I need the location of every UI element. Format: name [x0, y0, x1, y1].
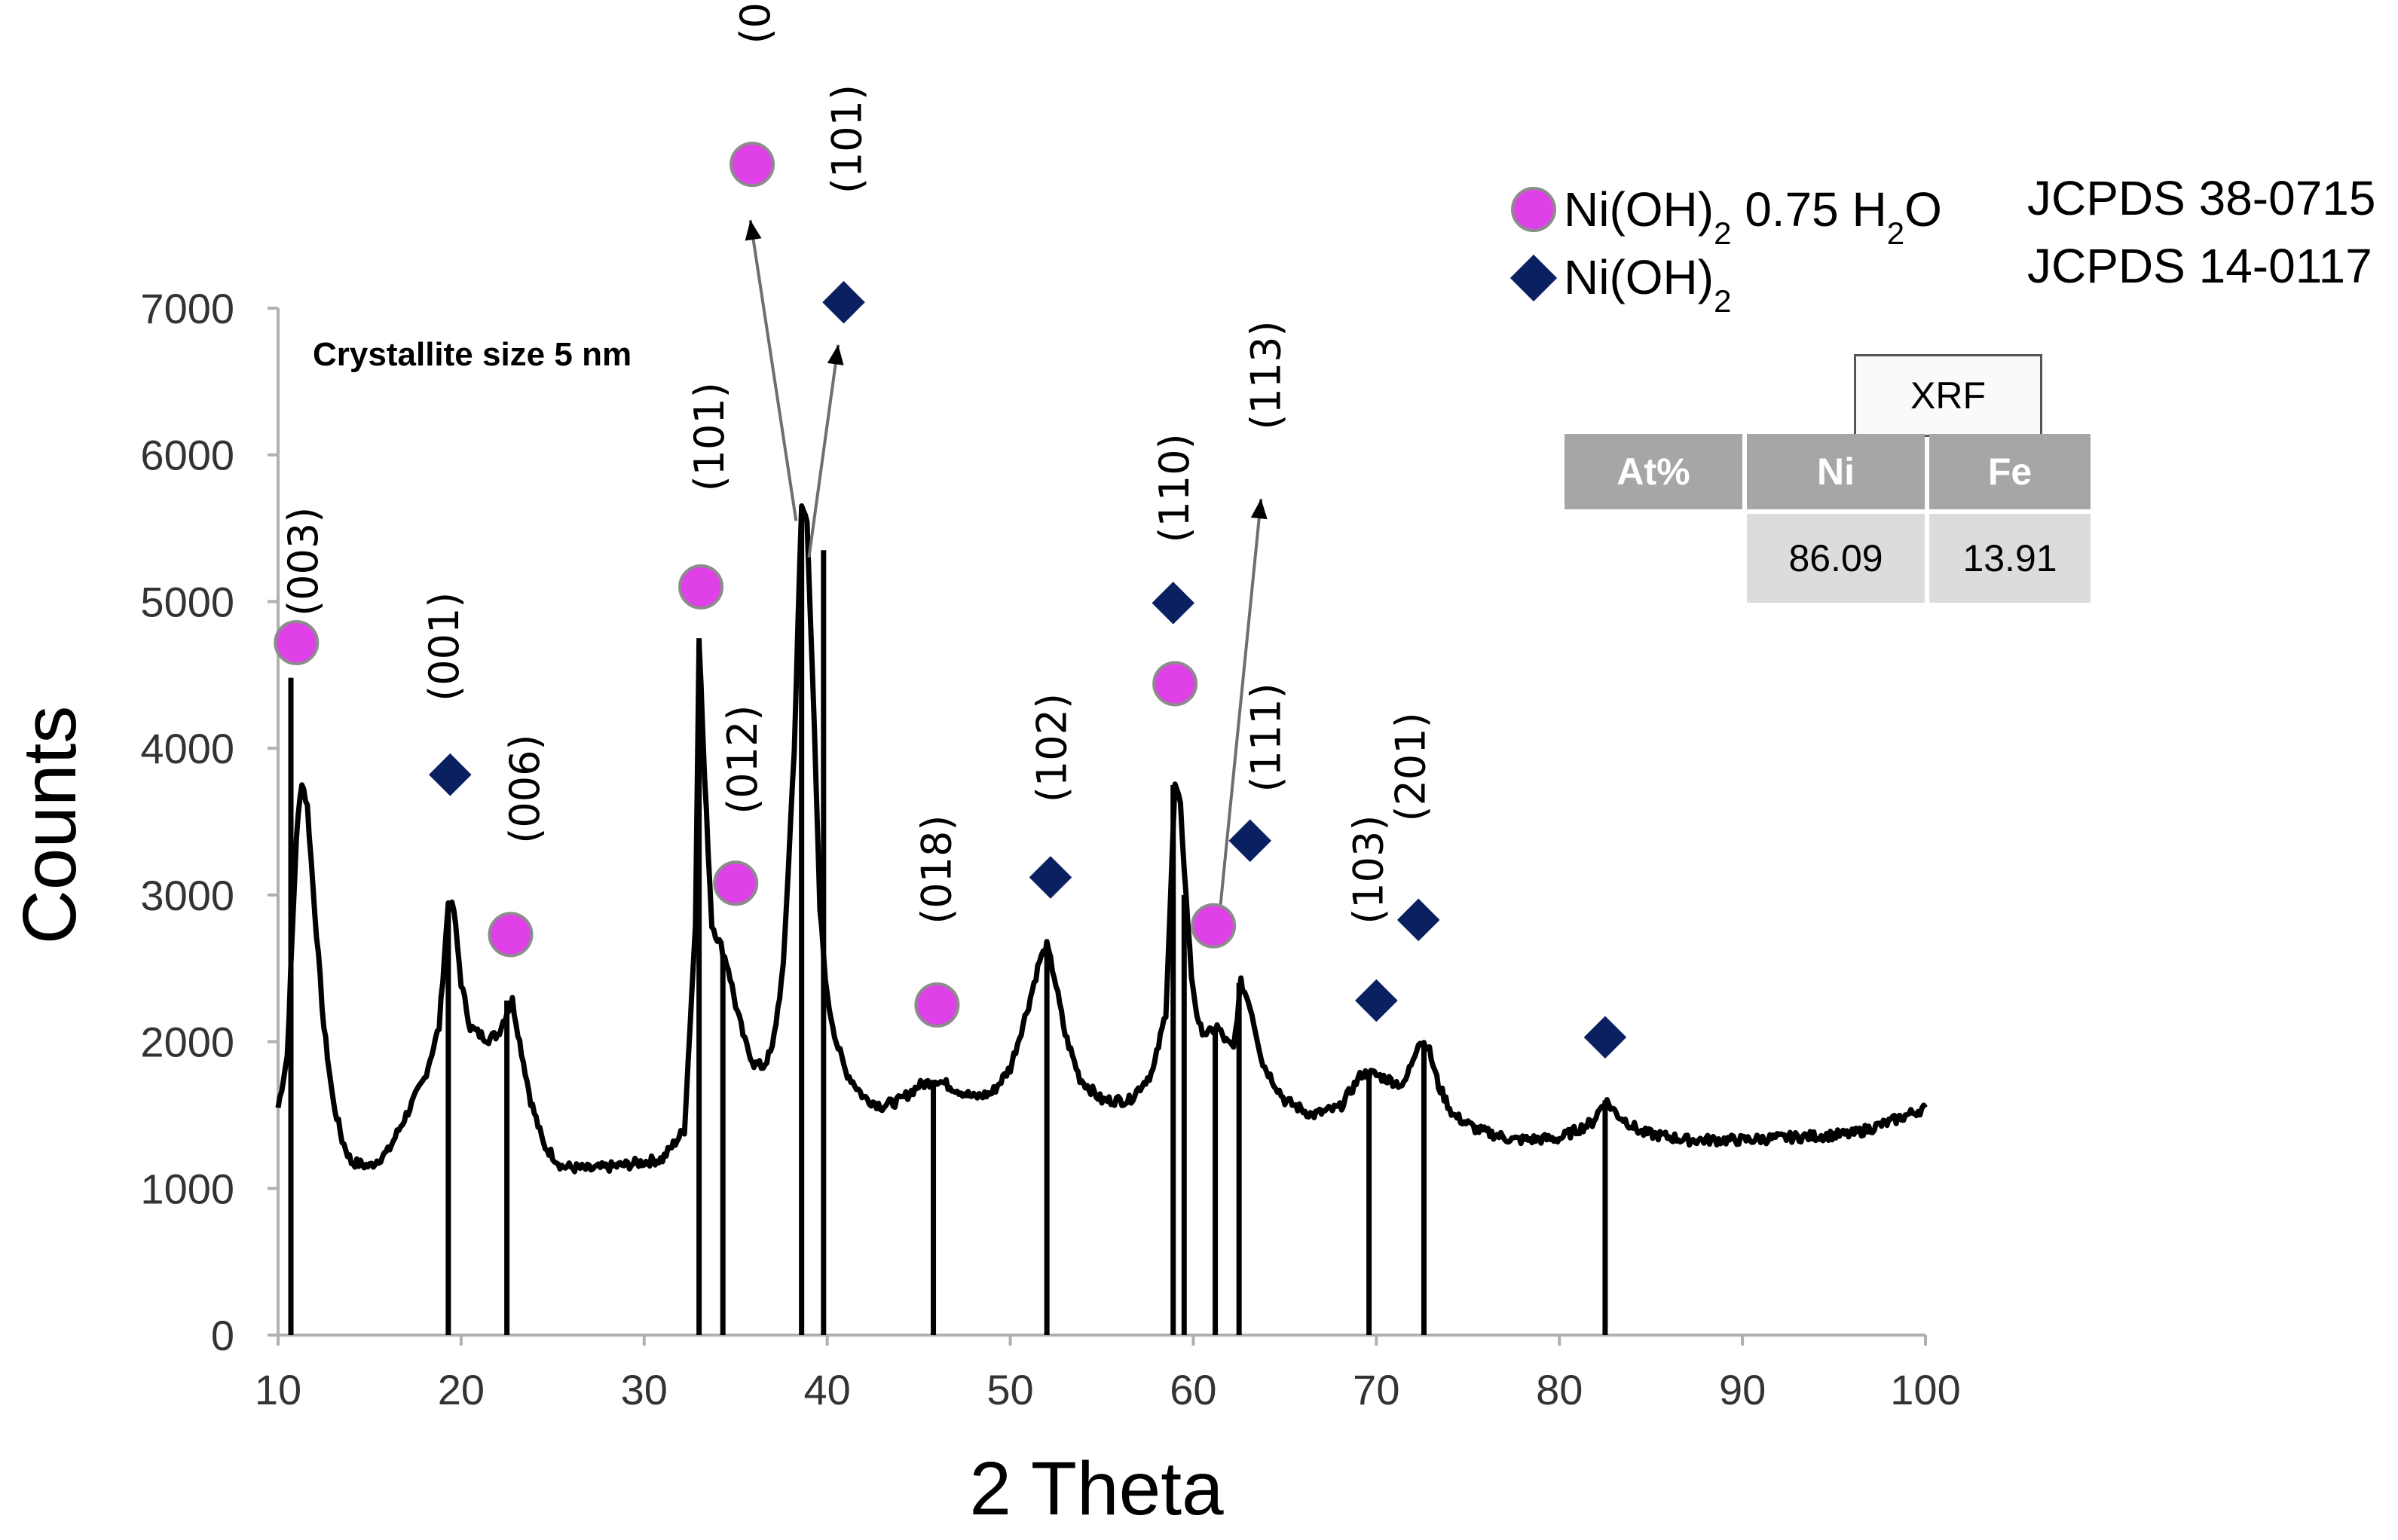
peak-label: (101) [686, 382, 733, 491]
y-tick-label: 7000 [140, 285, 234, 332]
annotation-arrow-line [748, 219, 798, 521]
legend-label-hydroxide: Ni(OH)2 [1564, 250, 1731, 319]
y-axis-title: Counts [8, 706, 92, 945]
x-tick-label: 70 [1353, 1366, 1399, 1413]
peak-label: (006) [501, 734, 549, 843]
x-tick-label: 30 [621, 1366, 668, 1413]
peak-label: (003) [280, 507, 327, 616]
y-tick-label: 6000 [140, 432, 234, 479]
legend: Ni(OH)2 0.75 H2O JCPDS 38-0715 Ni(OH)2 J… [1509, 171, 2375, 319]
xrf-header-atpct: At% [1565, 434, 1742, 509]
annotation-arrow-line [807, 344, 840, 558]
phase-marker-diamond [1583, 1016, 1627, 1059]
crystallite-annotation: Crystallite size 5 nm [313, 336, 632, 373]
phase-marker-circle [274, 619, 320, 665]
annotation-arrow-head [827, 344, 844, 365]
xrf-table-title: XRF [1854, 354, 2042, 437]
phase-marker-diamond [822, 280, 865, 324]
phase-marker-circle [1191, 903, 1237, 949]
peak-label: (111) [1243, 683, 1290, 792]
phase-marker-diamond [1228, 819, 1272, 863]
peak-label: (103) [1345, 815, 1393, 924]
x-tick-label: 50 [986, 1366, 1033, 1413]
legend-ref-hydroxide: JCPDS 14-0117 [2027, 239, 2372, 293]
xrf-value-ni: 86.09 [1747, 514, 1925, 603]
peak-label: (110) [1151, 433, 1198, 542]
phase-marker-circle [488, 912, 534, 958]
peak-label: (012) [719, 705, 766, 814]
y-tick-label: 1000 [140, 1165, 234, 1212]
xrd-pattern-line [275, 503, 1928, 1175]
xrf-header-ni: Ni [1747, 434, 1925, 509]
legend-label-hydrate: Ni(OH)2 0.75 H2O [1564, 182, 1942, 251]
peak-labels: (003) (001) (006) (101) (012) (015) (101) (018)… [280, 0, 1434, 924]
y-tick-label: 3000 [140, 872, 234, 919]
x-tick-label: 100 [1890, 1366, 1960, 1413]
x-axis-title: 2 Theta [969, 1447, 1224, 1531]
legend-ref-hydrate: JCPDS 38-0715 [2027, 171, 2375, 225]
annotation-arrow-head [745, 220, 762, 241]
annotation-arrows [745, 219, 1268, 940]
annotation-arrow-head [1250, 499, 1268, 520]
legend-diamond-marker [1509, 254, 1558, 302]
y-tick-label: 2000 [140, 1019, 234, 1066]
phase-marker-diamond [429, 753, 472, 796]
phase-marker-diamond [1152, 582, 1195, 625]
peak-label: (113) [1243, 320, 1290, 429]
legend-circle-marker [1511, 187, 1556, 232]
phase-marker-circle [1152, 661, 1198, 707]
phase-marker-circle [914, 982, 960, 1028]
peak-label: (101) [823, 84, 870, 194]
xrf-value-fe: 13.91 [1929, 514, 2091, 603]
y-tick-label: 0 [211, 1312, 234, 1359]
peak-label: (015) [732, 0, 779, 44]
x-tick-label: 90 [1719, 1366, 1766, 1413]
peak-label: (201) [1387, 712, 1434, 821]
phase-marker-circle [678, 564, 724, 610]
x-tick-label: 20 [438, 1366, 485, 1413]
annotation-arrow-line [1216, 498, 1263, 940]
peak-label: (018) [913, 815, 960, 924]
phase-marker-circle [729, 142, 775, 188]
xrf-header-fe: Fe [1929, 434, 2091, 509]
x-tick-label: 80 [1536, 1366, 1583, 1413]
x-tick-label: 10 [255, 1366, 301, 1413]
phase-marker-diamond [1029, 856, 1072, 899]
y-tick-label: 4000 [140, 725, 234, 772]
y-tick-label: 5000 [140, 578, 234, 625]
peak-label: (102) [1028, 693, 1075, 802]
x-tick-label: 60 [1170, 1366, 1216, 1413]
peak-label: (001) [421, 592, 468, 701]
x-tick-label: 40 [804, 1366, 851, 1413]
phase-marker-diamond [1355, 979, 1398, 1022]
phase-marker-diamond [1396, 898, 1440, 942]
axes: 10 20 30 40 50 60 70 80 90 1000100020003000400050… [140, 285, 1960, 1413]
phase-marker-circle [713, 860, 759, 906]
phase-markers [274, 142, 1627, 1059]
